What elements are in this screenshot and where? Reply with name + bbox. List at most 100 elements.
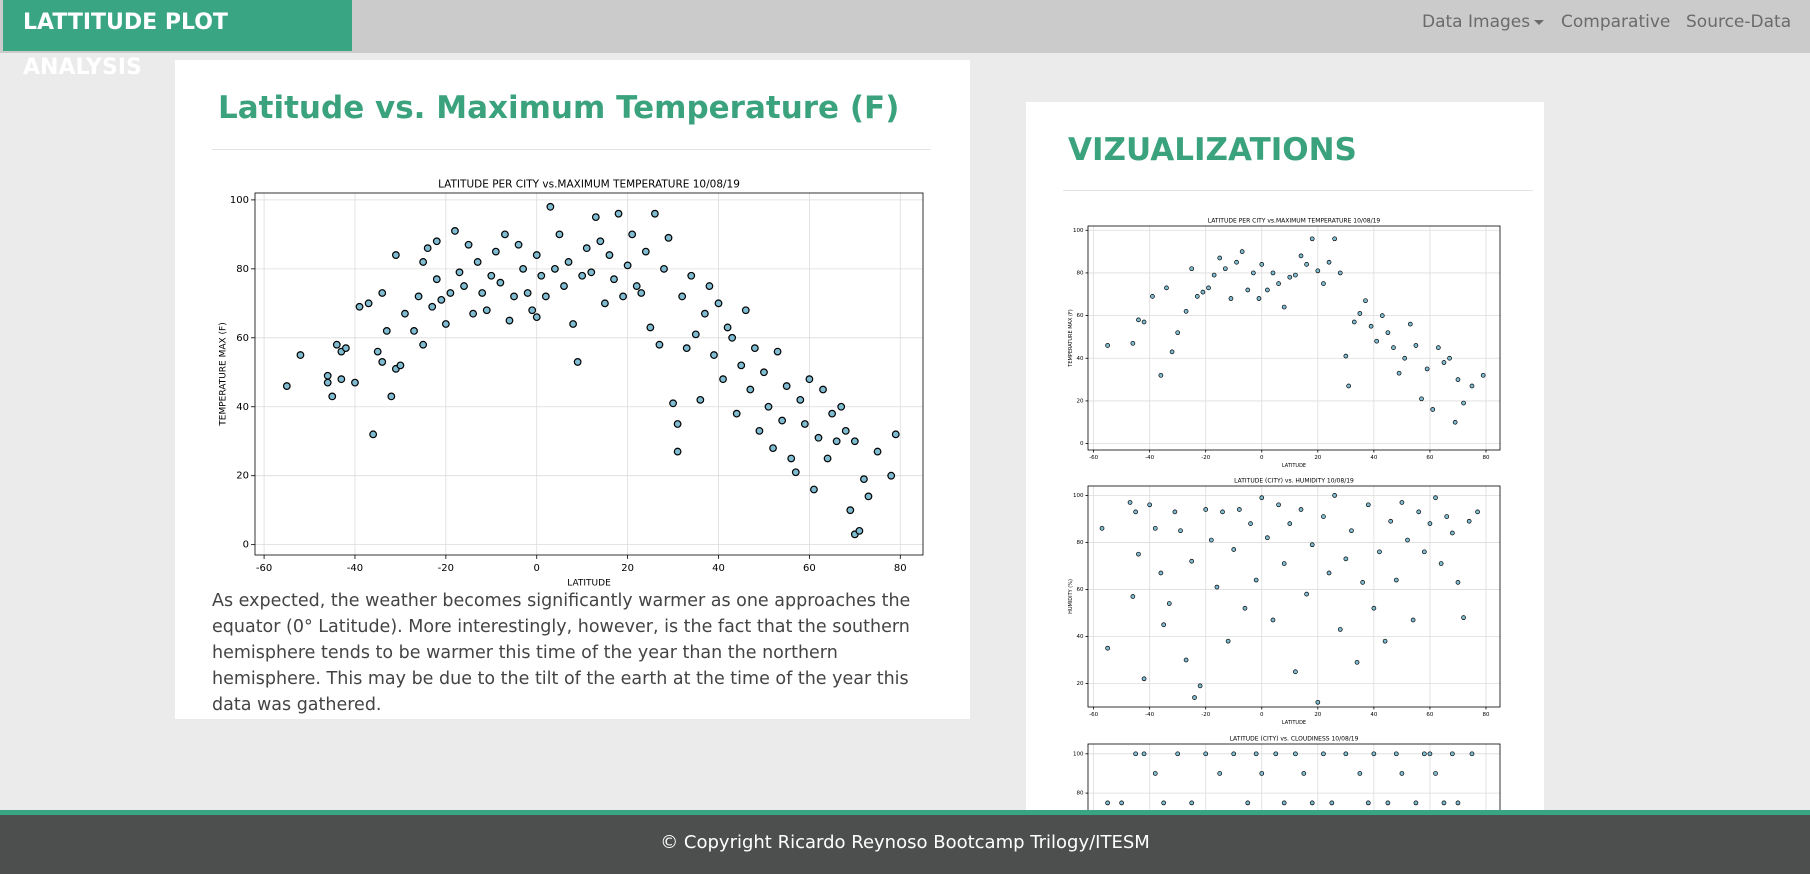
scatter-point: [1438, 561, 1444, 566]
scatter-point: [537, 271, 546, 280]
scatter-point: [814, 433, 823, 442]
scatter-point: [1321, 514, 1326, 519]
scatter-point: [710, 351, 718, 359]
scatter-point: [396, 361, 405, 370]
scatter-point: [501, 230, 509, 239]
navbar: LATTITUDE PLOT ANALYSIS Data Images Comp…: [0, 0, 1810, 80]
scatter-point: [1321, 751, 1326, 757]
scatter-point: [1455, 377, 1461, 382]
scatter-point: [478, 289, 487, 297]
scatter-point: [1447, 355, 1452, 361]
plot-area: [1088, 226, 1500, 450]
scatter-point: [1293, 751, 1298, 757]
scatter-point: [678, 292, 687, 301]
scatter-point: [523, 289, 532, 297]
scatter-point: [750, 344, 759, 353]
scatter-point: [1304, 591, 1309, 597]
x-axis-label: LATITUDE: [567, 579, 611, 589]
scatter-point: [541, 292, 550, 301]
scatter-point: [1251, 270, 1256, 276]
scatter-point: [410, 327, 418, 335]
scatter-point: [1105, 645, 1110, 651]
scatter-point: [601, 299, 609, 308]
scatter-point: [1349, 528, 1354, 534]
scatter-point: [1419, 396, 1424, 402]
x-tick-label: -40: [1145, 712, 1154, 718]
scatter-point: [1234, 259, 1239, 265]
scatter-point: [1399, 771, 1405, 776]
y-tick-label: 100: [230, 195, 249, 206]
scatter-point: [837, 402, 846, 411]
x-tick-label: 80: [1482, 712, 1489, 718]
scatter-point: [382, 327, 391, 335]
scatter-point: [728, 333, 737, 342]
scatter-point: [1150, 294, 1155, 299]
scatter-point: [1450, 530, 1455, 536]
y-tick-label: 80: [236, 264, 249, 275]
scatter-point: [1192, 695, 1197, 700]
scatter-point: [1354, 659, 1360, 665]
scatter-point: [682, 344, 691, 353]
scatter-point: [1374, 338, 1380, 344]
chart: -60-40-2002040608080100LATITUDE (CITY) v…: [1073, 736, 1501, 811]
scatter-point: [351, 378, 359, 387]
nav-link[interactable]: Data Images: [1422, 12, 1531, 32]
scatter-point: [428, 302, 437, 311]
scatter-point: [1136, 317, 1141, 323]
scatter-point: [1427, 751, 1433, 757]
scatter-point: [1337, 270, 1343, 276]
scatter-point: [514, 240, 523, 249]
scatter-point: [591, 213, 600, 222]
scatter-point: [1379, 313, 1385, 318]
y-tick-label: 20: [1077, 398, 1084, 404]
scatter-point: [1351, 319, 1357, 325]
scatter-point: [391, 251, 400, 259]
scatter-point: [1099, 525, 1105, 531]
scatter-point: [1455, 580, 1461, 585]
scatter-point: [1189, 266, 1195, 272]
scatter-point: [1245, 287, 1251, 293]
axes-frame: [1087, 225, 1501, 451]
scatter-point: [1245, 800, 1251, 806]
scatter-point: [641, 247, 650, 256]
nav-link[interactable]: Comparative: [1561, 12, 1671, 32]
x-tick-label: 0: [1260, 455, 1264, 461]
scatter-point: [1315, 699, 1321, 705]
scatter-point: [1200, 289, 1206, 295]
scatter-point: [1172, 509, 1178, 515]
scatter-point: [1357, 771, 1363, 776]
scatter-point: [1293, 272, 1298, 278]
nav-link[interactable]: Source-Data: [1686, 12, 1792, 32]
y-tick-label: 100: [1073, 751, 1084, 757]
x-tick-label: 40: [712, 563, 725, 574]
scatter-point: [810, 485, 818, 494]
scatter-point: [1416, 509, 1422, 515]
scatter-point: [1433, 495, 1438, 501]
scatter-point: [282, 382, 291, 390]
x-tick-label: 80: [894, 563, 907, 574]
scatter-point: [746, 385, 755, 394]
scatter-point: [1346, 383, 1352, 389]
x-tick-label: -20: [1201, 455, 1210, 461]
scatter-point: [469, 309, 478, 318]
scatter-point: [1399, 500, 1405, 505]
nav-dropdown[interactable]: Data Images: [1422, 12, 1545, 32]
scatter-point: [1371, 751, 1377, 757]
scatter-point: [673, 447, 682, 456]
brand[interactable]: LATTITUDE PLOT ANALYSIS: [3, 0, 352, 80]
scatter-point: [1259, 495, 1265, 501]
scatter-point: [1301, 771, 1307, 776]
scatter-point: [378, 358, 387, 366]
scatter-point: [714, 299, 723, 308]
plot-area: [255, 193, 923, 555]
scatter-point: [1130, 340, 1136, 346]
scatter-point: [1136, 551, 1141, 557]
scatter-point: [423, 244, 432, 253]
sidebar-card: VIZUALIZATIONS -60 -40 -20 0 20 40 60 80 0 20 40 60…: [1026, 102, 1544, 811]
scatter-point: [764, 402, 773, 411]
y-axis-label: TEMPERATURE MAX (F): [219, 322, 229, 426]
scatter-point: [1450, 751, 1455, 757]
x-tick-label: -60: [1089, 712, 1098, 718]
scatter-point: [1141, 319, 1147, 325]
scatter-point: [1396, 370, 1402, 376]
